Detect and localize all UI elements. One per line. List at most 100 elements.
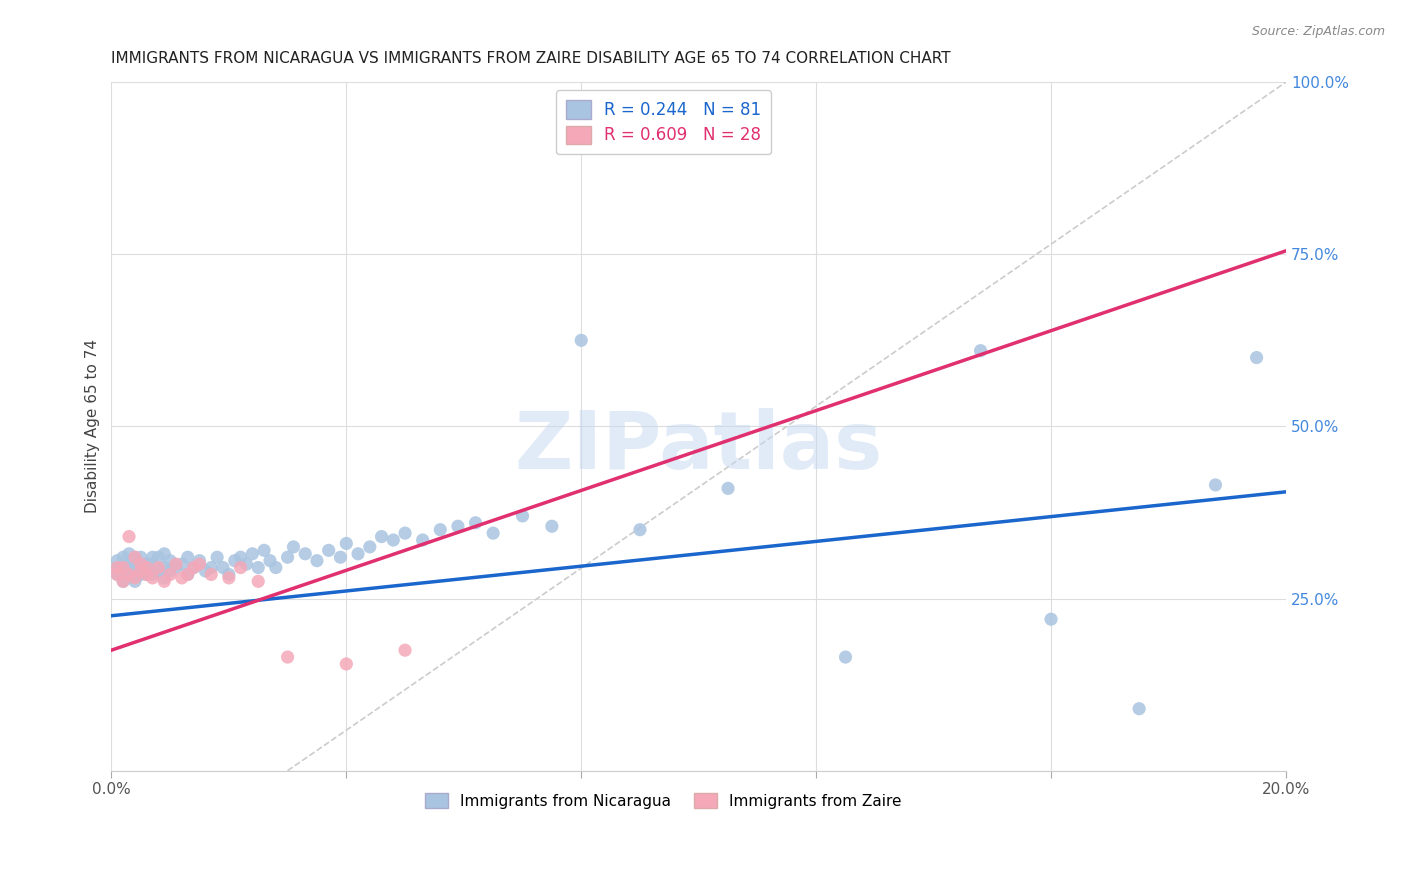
- Point: [135, 567, 157, 582]
- Point: [200, 567, 222, 582]
- Point: [229, 550, 252, 565]
- Point: [153, 547, 176, 561]
- Point: [1040, 612, 1063, 626]
- Point: [124, 571, 146, 585]
- Point: [200, 560, 222, 574]
- Point: [464, 516, 486, 530]
- Point: [335, 657, 357, 671]
- Point: [124, 557, 146, 571]
- Point: [247, 574, 270, 589]
- Text: Source: ZipAtlas.com: Source: ZipAtlas.com: [1251, 25, 1385, 38]
- Point: [112, 560, 135, 574]
- Point: [277, 650, 299, 665]
- Point: [124, 567, 146, 582]
- Point: [329, 550, 352, 565]
- Point: [177, 550, 200, 565]
- Point: [148, 550, 170, 565]
- Point: [148, 564, 170, 578]
- Point: [124, 560, 146, 574]
- Point: [628, 523, 651, 537]
- Point: [229, 560, 252, 574]
- Point: [112, 567, 135, 582]
- Point: [105, 560, 128, 574]
- Point: [112, 550, 135, 565]
- Point: [235, 557, 257, 571]
- Point: [183, 560, 205, 574]
- Point: [105, 567, 128, 582]
- Point: [170, 571, 193, 585]
- Point: [159, 567, 181, 582]
- Point: [177, 567, 200, 582]
- Point: [105, 560, 128, 574]
- Point: [135, 560, 157, 574]
- Point: [218, 567, 240, 582]
- Point: [141, 567, 163, 582]
- Point: [1204, 478, 1226, 492]
- Point: [394, 526, 416, 541]
- Point: [135, 560, 157, 574]
- Point: [129, 564, 152, 578]
- Point: [212, 560, 235, 574]
- Point: [105, 554, 128, 568]
- Point: [129, 564, 152, 578]
- Point: [305, 554, 328, 568]
- Point: [240, 547, 263, 561]
- Point: [834, 650, 856, 665]
- Point: [283, 540, 305, 554]
- Point: [135, 557, 157, 571]
- Point: [1246, 351, 1268, 365]
- Point: [153, 571, 176, 585]
- Point: [183, 560, 205, 574]
- Point: [129, 557, 152, 571]
- Point: [277, 550, 299, 565]
- Point: [188, 557, 211, 571]
- Point: [347, 547, 370, 561]
- Point: [224, 554, 246, 568]
- Point: [141, 557, 163, 571]
- Point: [335, 536, 357, 550]
- Point: [541, 519, 564, 533]
- Point: [105, 567, 128, 582]
- Point: [141, 550, 163, 565]
- Point: [177, 567, 200, 582]
- Point: [1128, 702, 1150, 716]
- Point: [129, 567, 152, 582]
- Point: [247, 560, 270, 574]
- Point: [124, 550, 146, 565]
- Point: [259, 554, 281, 568]
- Point: [394, 643, 416, 657]
- Point: [165, 560, 187, 574]
- Point: [717, 482, 740, 496]
- Point: [112, 574, 135, 589]
- Point: [118, 567, 141, 582]
- Point: [118, 560, 141, 574]
- Point: [118, 564, 141, 578]
- Point: [118, 530, 141, 544]
- Point: [153, 574, 176, 589]
- Point: [188, 554, 211, 568]
- Point: [129, 560, 152, 574]
- Point: [118, 557, 141, 571]
- Point: [112, 574, 135, 589]
- Point: [370, 530, 392, 544]
- Point: [253, 543, 276, 558]
- Point: [969, 343, 991, 358]
- Point: [159, 554, 181, 568]
- Point: [112, 560, 135, 574]
- Point: [218, 571, 240, 585]
- Point: [429, 523, 451, 537]
- Point: [194, 564, 217, 578]
- Point: [165, 557, 187, 571]
- Text: IMMIGRANTS FROM NICARAGUA VS IMMIGRANTS FROM ZAIRE DISABILITY AGE 65 TO 74 CORRE: IMMIGRANTS FROM NICARAGUA VS IMMIGRANTS …: [111, 51, 950, 66]
- Text: ZIPatlas: ZIPatlas: [515, 408, 883, 486]
- Point: [482, 526, 505, 541]
- Point: [412, 533, 434, 547]
- Y-axis label: Disability Age 65 to 74: Disability Age 65 to 74: [86, 339, 100, 514]
- Point: [124, 550, 146, 565]
- Point: [447, 519, 470, 533]
- Point: [118, 567, 141, 582]
- Point: [359, 540, 381, 554]
- Point: [382, 533, 405, 547]
- Point: [148, 560, 170, 574]
- Legend: Immigrants from Nicaragua, Immigrants from Zaire: Immigrants from Nicaragua, Immigrants fr…: [419, 787, 908, 814]
